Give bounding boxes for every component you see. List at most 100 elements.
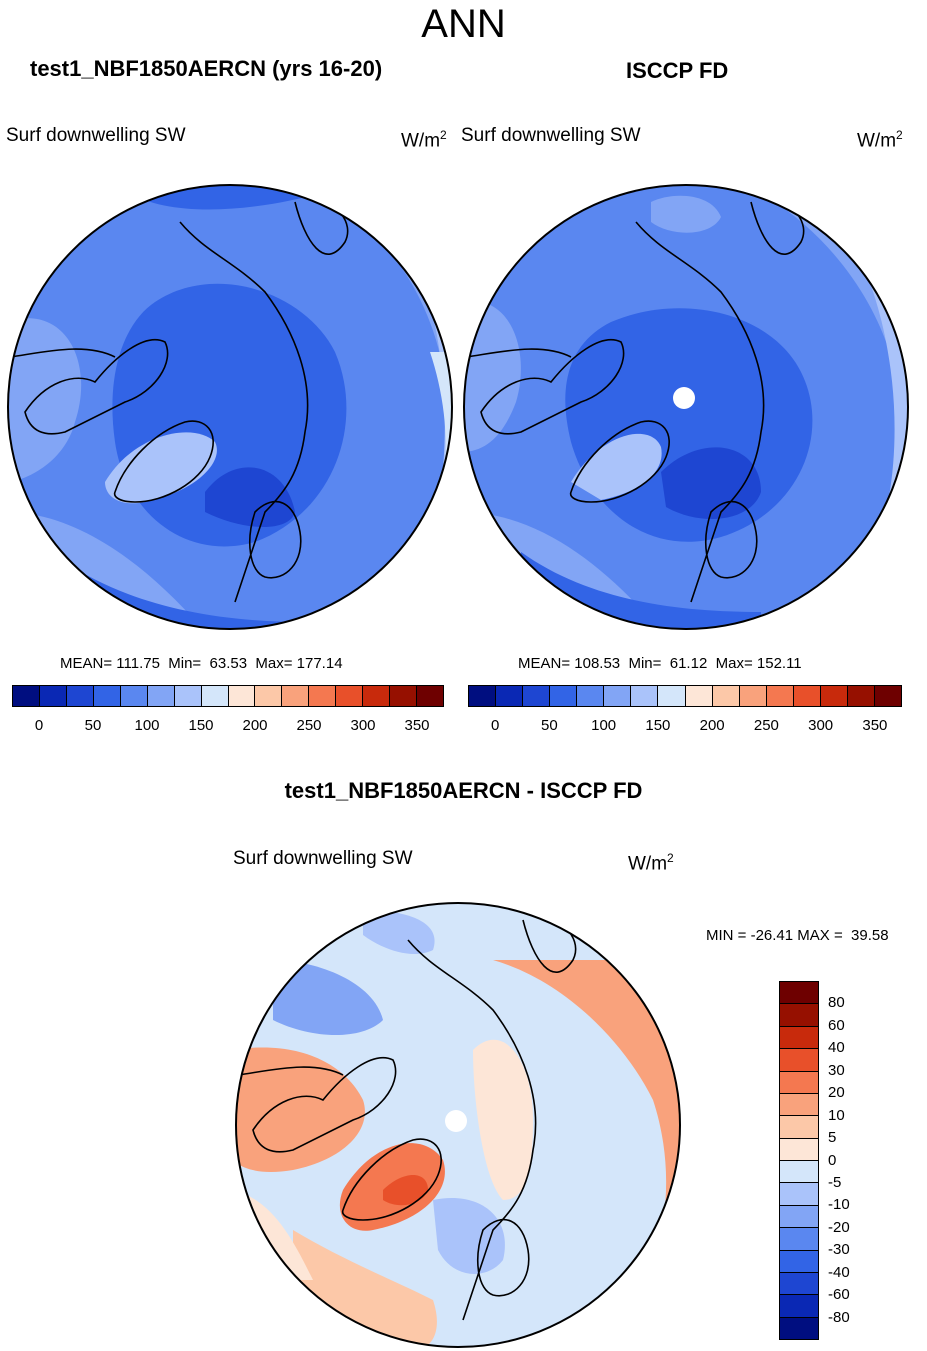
diff-colorbar-box [780,1116,818,1139]
right-missing-pole [673,387,695,409]
left-colorbar-tick-label: 350 [404,717,430,734]
right-colorbar-box [847,686,875,706]
diff-colorbar-box [780,1138,818,1161]
diff-colorbar-tick-label: -5 [828,1173,842,1191]
right-colorbar-tick-label: 150 [645,717,671,734]
diff-colorbar-box [780,1205,818,1229]
left-colorbar-box [336,686,364,706]
right-contour-north [651,195,721,233]
left-colorbar-tick-label: 300 [350,717,376,734]
right-contour-west [464,300,521,452]
left-colorbar-tick-label: 200 [242,717,268,734]
right-variable-label: Surf downwelling SW [461,125,641,146]
right-coastline-alaska [465,348,572,358]
right-colorbar [468,685,902,707]
diff-colorbar-box [780,1250,818,1273]
right-colorbar-box [550,686,578,706]
left-panel-title: test1_NBF1850AERCN (yrs 16-20) [30,56,383,81]
left-colorbar-box [255,686,283,706]
right-coastline-canada [480,339,625,435]
left-units-label: W/m2 [401,128,447,152]
right-contour-greenland [571,433,662,500]
left-colorbar-box [39,686,67,706]
diff-colorbar-box [780,1228,818,1251]
left-coastline-eurasia [179,221,309,603]
diff-colorbar-box [780,1317,818,1339]
diff-contour-east-light [473,1039,533,1200]
right-colorbar-box [712,686,740,706]
left-colorbar [12,685,444,707]
left-colorbar-box [228,686,256,706]
diff-colorbar-tick-label: 80 [828,994,845,1012]
left-colorbar-box [390,686,418,706]
left-colorbar-box [120,686,148,706]
right-colorbar-tick-label: 350 [862,717,888,734]
right-colorbar-box [766,686,794,706]
diff-colorbar-tick-label: 10 [828,1106,845,1124]
diff-contour-greenland-peak [383,1175,428,1206]
right-colorbar-box [658,686,686,706]
left-colorbar-box [201,686,229,706]
left-contour-atlantic-low [205,467,295,527]
right-coastline-scandinavia [705,500,758,579]
diff-colorbar-box [780,1272,818,1296]
diff-colorbar-tick-label: -30 [828,1241,850,1259]
left-colorbar-box [147,686,175,706]
right-colorbar-box [685,686,713,706]
diff-coastline-canada [252,1057,397,1153]
right-colorbar-box [820,686,848,706]
diff-panel-title: test1_NBF1850AERCN - ISCCP FD [284,778,643,803]
right-colorbar-tick-label: 0 [490,717,500,734]
diff-colorbar [779,981,819,1340]
right-colorbar-tick-label: 100 [591,717,617,734]
left-colorbar-box [13,686,40,706]
left-contour-west [8,318,82,482]
right-colorbar-box [793,686,821,706]
diff-contour-west-warm [236,1047,365,1172]
right-coastline-eurasia [635,221,765,603]
right-colorbar-box [523,686,551,706]
diff-missing-pole [445,1110,467,1132]
diff-contour-north-cool [273,960,383,1035]
left-coastline-greenland [113,420,214,503]
left-colorbar-box [174,686,202,706]
left-colorbar-tick-label: 100 [134,717,160,734]
diff-colorbar-tick-label: -40 [828,1263,850,1281]
left-contour-greenland [105,432,217,504]
right-colorbar-tick-label: 300 [808,717,834,734]
diff-colorbar-tick-label: 5 [828,1129,837,1147]
diff-colorbar-box [780,1161,818,1184]
left-coastline-scandinavia [249,500,302,579]
left-colorbar-box [417,686,443,706]
left-colorbar-box [309,686,337,706]
right-panel-title: ISCCP FD [626,58,729,83]
left-colorbar-box [282,686,310,706]
left-colorbar-tick-label: 250 [296,717,322,734]
right-colorbar-box [739,686,767,706]
right-contour-outer-east [741,185,908,629]
left-variable-label: Surf downwelling SW [6,125,186,146]
diff-coastline-greenland [341,1138,442,1221]
diff-contour-south-cool [433,1198,505,1274]
diff-colorbar-tick-label: 0 [828,1151,837,1169]
diff-coastline-alaska [237,1066,344,1076]
diff-colorbar-tick-label: -10 [828,1196,850,1214]
right-coastline-greenland [569,420,670,503]
right-polar-map [463,184,909,630]
right-colorbar-tick-label: 50 [541,717,558,734]
diff-colorbar-box [780,1049,818,1072]
right-colorbar-box [604,686,632,706]
diff-colorbar-tick-label: -60 [828,1286,850,1304]
diff-colorbar-tick-label: -80 [828,1308,850,1326]
right-stats: MEAN= 108.53 Min= 61.12 Max= 152.11 [518,655,802,672]
diff-colorbar-box [780,982,818,1005]
right-colorbar-tick-label: 250 [753,717,779,734]
diff-colorbar-tick-label: -20 [828,1218,850,1236]
left-colorbar-box [93,686,121,706]
diff-units-label: W/m2 [628,851,674,875]
left-colorbar-tick-label: 150 [188,717,214,734]
diff-variable-label: Surf downwelling SW [233,848,413,869]
right-contour-atlantic-low [661,447,761,519]
diff-contour-north-cool2 [363,910,435,955]
left-coastline-canada [24,339,169,435]
